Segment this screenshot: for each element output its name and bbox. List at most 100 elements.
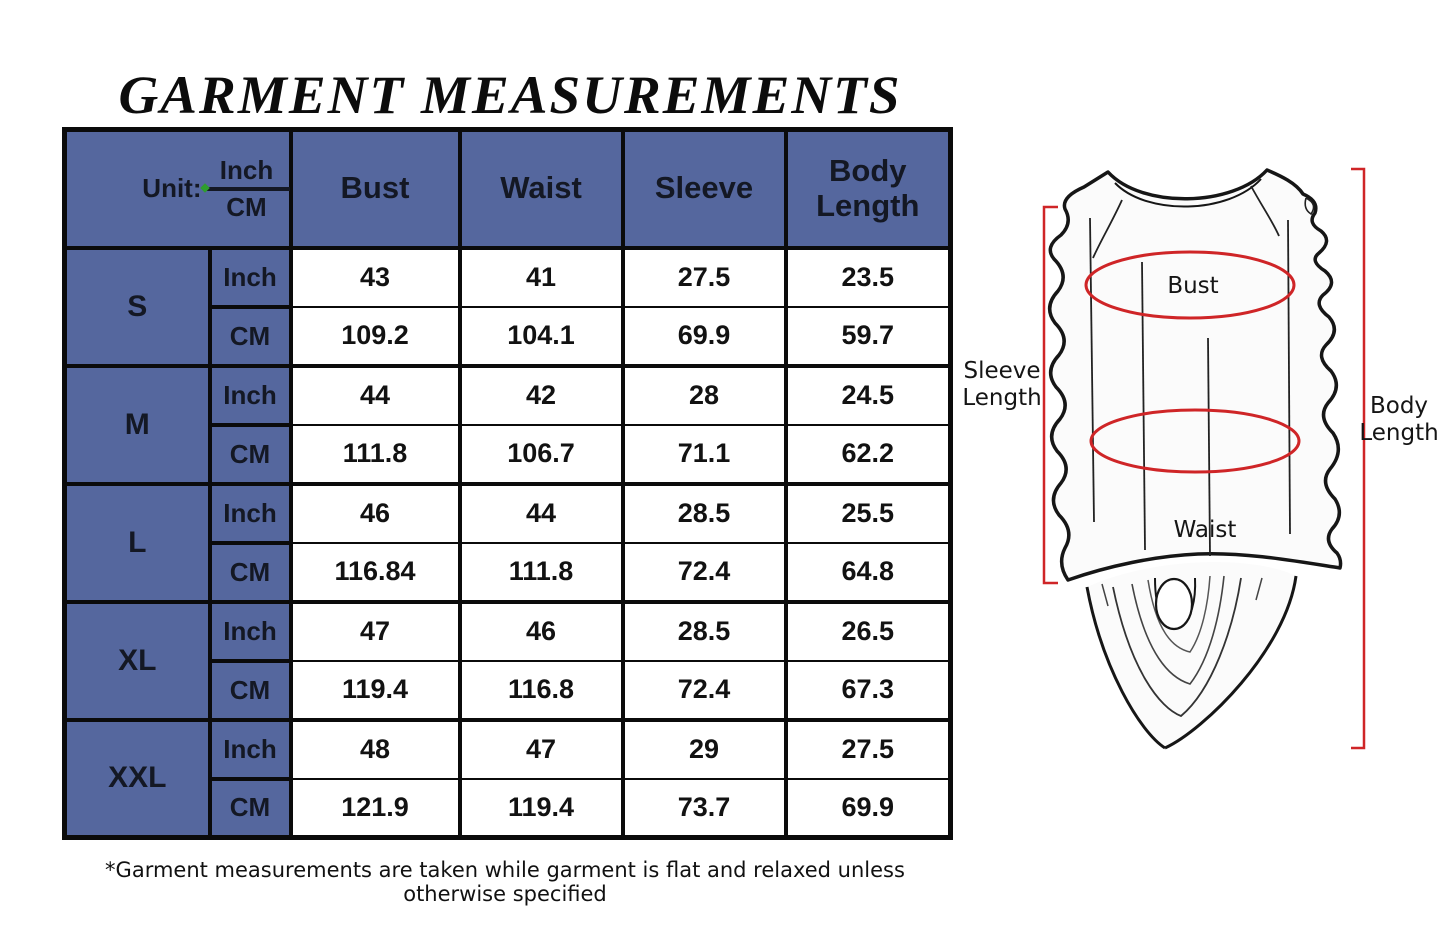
measurement-cell: 67.3	[783, 659, 953, 722]
garment-sketch-svg: Bust Waist Sleeve Length Body Length	[962, 167, 1439, 750]
unit-cm-label: CM	[226, 191, 267, 222]
garment-drape-connector	[1255, 577, 1263, 601]
measurement-cell: 48	[288, 717, 462, 780]
unit-prefix-label: Unit:	[142, 173, 202, 204]
measurement-cell: 116.84	[288, 541, 462, 604]
table-header-row: Unit: Inch CM Bust Waist Sleeve Body Len…	[62, 127, 953, 250]
measurement-cell: 29	[620, 717, 788, 780]
table-row: S Inch 43 41 27.5 23.5	[62, 245, 953, 368]
measurement-cell: 104.1	[457, 305, 625, 368]
measurement-cell: 69.9	[783, 777, 953, 840]
garment-fold-line	[1207, 337, 1211, 557]
measurement-cell: 43	[288, 245, 462, 308]
measurement-cell: 46	[457, 599, 625, 662]
measurement-cell: 46	[288, 481, 462, 544]
table-row: CM 109.2 104.1 69.9 59.7	[65, 304, 953, 368]
measurement-cell: 28.5	[620, 481, 788, 544]
measurement-cell: 28	[620, 363, 788, 426]
size-label-cell: M	[62, 363, 212, 486]
measurement-cell: 72.4	[620, 541, 788, 604]
measurement-cell: 28.5	[620, 599, 788, 662]
column-header-waist: Waist	[457, 127, 625, 250]
table-row: XL Inch 47 46 28.5 26.5	[62, 599, 953, 722]
page-title: GARMENT MEASUREMENTS	[118, 65, 902, 125]
garment-fold-line	[1089, 217, 1095, 523]
bust-label: Bust	[1167, 273, 1218, 299]
garment-raglan-seam	[1092, 199, 1123, 259]
measurement-cell: 106.7	[457, 423, 625, 486]
table-row: CM 116.84 111.8 72.4 64.8	[65, 540, 953, 604]
table-row: L Inch 46 44 28.5 25.5	[62, 481, 953, 604]
measurement-cell: 73.7	[620, 777, 788, 840]
size-label-cell: XL	[62, 599, 212, 722]
garment-fold-line	[1141, 261, 1146, 551]
size-label-cell: S	[62, 245, 212, 368]
table-row: XXL Inch 48 47 29 27.5	[62, 717, 953, 840]
measurement-cell: 47	[288, 599, 462, 662]
table-row: CM 111.8 106.7 71.1 62.2	[65, 422, 953, 486]
unit-row-label: CM	[207, 658, 293, 722]
garment-collar-line	[1114, 178, 1262, 208]
unit-row-label: Inch	[207, 599, 293, 663]
measurement-cell: 23.5	[783, 245, 953, 308]
garment-ruffle-curl	[1304, 197, 1315, 216]
measurement-cell: 62.2	[783, 423, 953, 486]
body-length-label-line2: Length	[1359, 420, 1438, 446]
unit-inch-label: Inch	[203, 155, 290, 191]
unit-row-label: Inch	[207, 481, 293, 545]
measurement-table: Unit: Inch CM Bust Waist Sleeve Body Len…	[62, 127, 953, 840]
unit-row-label: Inch	[207, 717, 293, 781]
measurement-cell: 109.2	[288, 305, 462, 368]
table-row: CM 121.9 119.4 73.7 69.9	[65, 776, 953, 840]
measurement-cell: 24.5	[783, 363, 953, 426]
measurement-table-wrap: Unit: Inch CM Bust Waist Sleeve Body Len…	[62, 127, 953, 840]
column-header-bust: Bust	[288, 127, 462, 250]
size-label-cell: XXL	[62, 717, 212, 840]
column-header-body-length: Body Length	[783, 127, 953, 250]
table-row: CM 119.4 116.8 72.4 67.3	[65, 658, 953, 722]
waist-label: Waist	[1174, 517, 1237, 543]
measurement-cell: 26.5	[783, 599, 953, 662]
column-header-sleeve: Sleeve	[620, 127, 788, 250]
measurement-cell: 42	[457, 363, 625, 426]
unit-row-label: CM	[207, 422, 293, 486]
measurement-cell: 44	[457, 481, 625, 544]
measurement-cell: 119.4	[457, 777, 625, 840]
garment-diagram: Bust Waist Sleeve Length Body Length	[950, 110, 1445, 800]
unit-row-label: Inch	[207, 363, 293, 427]
unit-row-label: CM	[207, 540, 293, 604]
measurement-cell: 25.5	[783, 481, 953, 544]
measurement-cell: 44	[288, 363, 462, 426]
body-length-label-line1: Body	[1370, 393, 1428, 419]
unit-row-label: CM	[207, 776, 293, 840]
measurement-cell: 71.1	[620, 423, 788, 486]
measurement-cell: 41	[457, 245, 625, 308]
garment-drape-connector	[1101, 583, 1109, 607]
garment-drape-fold	[1131, 575, 1225, 685]
garment-drape-right-edge	[1164, 575, 1298, 750]
measurement-cell: 72.4	[620, 659, 788, 722]
garment-raglan-seam	[1250, 185, 1280, 237]
garment-drape-keyhole	[1154, 577, 1194, 631]
unit-header-cell: Unit: Inch CM	[62, 127, 293, 250]
garment-drape-left-edge	[1085, 586, 1166, 750]
measurement-cell: 121.9	[288, 777, 462, 840]
garment-drape-fold	[1147, 575, 1211, 653]
waist-measure-ellipse	[1089, 408, 1301, 474]
sleeve-length-label-line2: Length	[962, 385, 1041, 411]
measurement-cell: 27.5	[620, 245, 788, 308]
garment-drape-fill	[1087, 561, 1296, 748]
size-label-cell: L	[62, 481, 212, 604]
measurement-cell: 69.9	[620, 305, 788, 368]
measurement-cell: 119.4	[288, 659, 462, 722]
body-length-bracket	[1351, 167, 1366, 750]
unit-fraction: Inch CM	[199, 155, 290, 222]
sleeve-length-label-line1: Sleeve	[963, 358, 1040, 384]
sleeve-length-bracket	[1042, 205, 1058, 585]
footnote-text: *Garment measurements are taken while ga…	[105, 858, 905, 906]
bust-measure-ellipse	[1084, 250, 1296, 320]
measurement-cell: 47	[457, 717, 625, 780]
unit-row-label: Inch	[207, 245, 293, 309]
garment-body-outline	[1048, 168, 1343, 582]
